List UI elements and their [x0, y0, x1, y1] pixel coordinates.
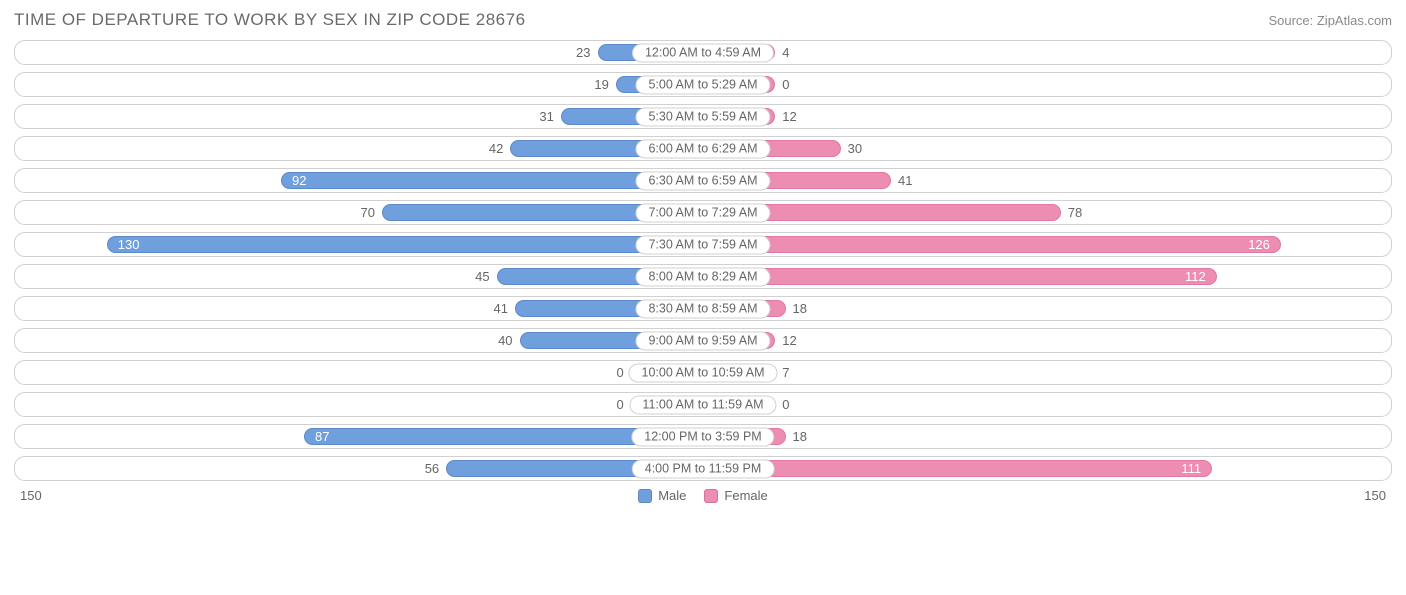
male-value: 40	[498, 333, 520, 348]
row-time-label: 12:00 AM to 4:59 AM	[632, 43, 774, 62]
female-value: 0	[774, 77, 789, 92]
row-time-label: 8:00 AM to 8:29 AM	[635, 267, 770, 286]
data-row: 0011:00 AM to 11:59 AM	[14, 392, 1392, 417]
female-value: 78	[1060, 205, 1082, 220]
female-bar: 112	[703, 268, 1217, 285]
male-bar: 130	[107, 236, 703, 253]
female-bar: 126	[703, 236, 1281, 253]
row-time-label: 12:00 PM to 3:59 PM	[631, 427, 774, 446]
female-value: 0	[774, 397, 789, 412]
female-value: 18	[785, 301, 807, 316]
male-value: 41	[493, 301, 515, 316]
female-value: 12	[774, 333, 796, 348]
data-row: 0710:00 AM to 10:59 AM	[14, 360, 1392, 385]
row-time-label: 8:30 AM to 8:59 AM	[635, 299, 770, 318]
row-time-label: 4:00 PM to 11:59 PM	[632, 459, 775, 478]
row-time-label: 11:00 AM to 11:59 AM	[629, 395, 776, 414]
male-value: 23	[576, 45, 598, 60]
chart-area: 23 412:00 AM to 4:59 AM 19 0 5:00 AM to 5:29…	[14, 40, 1392, 481]
chart-title: TIME OF DEPARTURE TO WORK BY SEX IN ZIP …	[14, 10, 526, 30]
female-value: 41	[890, 173, 912, 188]
male-value: 70	[360, 205, 382, 220]
data-row: 56 111 4:00 PM to 11:59 PM	[14, 456, 1392, 481]
data-row: 23 412:00 AM to 4:59 AM	[14, 40, 1392, 65]
row-time-label: 6:00 AM to 6:29 AM	[635, 139, 770, 158]
legend-female-label: Female	[724, 488, 767, 503]
female-bar: 111	[703, 460, 1212, 477]
male-value: 19	[594, 77, 616, 92]
female-value: 112	[1175, 269, 1216, 284]
row-time-label: 7:00 AM to 7:29 AM	[635, 203, 770, 222]
chart-footer: 150 Male Female 150	[14, 488, 1392, 503]
male-value: 31	[539, 109, 561, 124]
data-row: 92 41 6:30 AM to 6:59 AM	[14, 168, 1392, 193]
female-value: 18	[785, 429, 807, 444]
data-row: 42 30 6:00 AM to 6:29 AM	[14, 136, 1392, 161]
row-time-label: 10:00 AM to 10:59 AM	[629, 363, 778, 382]
female-value: 12	[774, 109, 796, 124]
data-row: 41 18 8:30 AM to 8:59 AM	[14, 296, 1392, 321]
male-value: 45	[475, 269, 497, 284]
data-row: 19 0 5:00 AM to 5:29 AM	[14, 72, 1392, 97]
legend-male-label: Male	[658, 488, 686, 503]
data-row: 45 112 8:00 AM to 8:29 AM	[14, 264, 1392, 289]
male-value: 42	[489, 141, 511, 156]
axis-max-right: 150	[1332, 488, 1392, 503]
data-row: 40 12 9:00 AM to 9:59 AM	[14, 328, 1392, 353]
legend: Male Female	[74, 488, 1332, 503]
male-value: 92	[282, 173, 316, 188]
chart-source: Source: ZipAtlas.com	[1268, 13, 1392, 28]
legend-item-female: Female	[704, 488, 767, 503]
data-row: 130 126 7:30 AM to 7:59 AM	[14, 232, 1392, 257]
chart-header: TIME OF DEPARTURE TO WORK BY SEX IN ZIP …	[14, 10, 1392, 30]
row-time-label: 6:30 AM to 6:59 AM	[635, 171, 770, 190]
axis-max-left: 150	[14, 488, 74, 503]
row-time-label: 5:00 AM to 5:29 AM	[635, 75, 770, 94]
female-value: 126	[1238, 237, 1280, 252]
female-value: 4	[774, 45, 789, 60]
row-time-label: 5:30 AM to 5:59 AM	[635, 107, 770, 126]
male-value: 87	[305, 429, 339, 444]
female-value: 111	[1171, 461, 1211, 476]
legend-item-male: Male	[638, 488, 686, 503]
data-row: 87 18 12:00 PM to 3:59 PM	[14, 424, 1392, 449]
male-swatch-icon	[638, 489, 652, 503]
data-row: 31 12 5:30 AM to 5:59 AM	[14, 104, 1392, 129]
female-value: 30	[840, 141, 862, 156]
row-time-label: 7:30 AM to 7:59 AM	[635, 235, 770, 254]
row-time-label: 9:00 AM to 9:59 AM	[635, 331, 770, 350]
female-swatch-icon	[704, 489, 718, 503]
male-value: 130	[108, 237, 150, 252]
male-value: 56	[425, 461, 447, 476]
data-row: 70 78 7:00 AM to 7:29 AM	[14, 200, 1392, 225]
